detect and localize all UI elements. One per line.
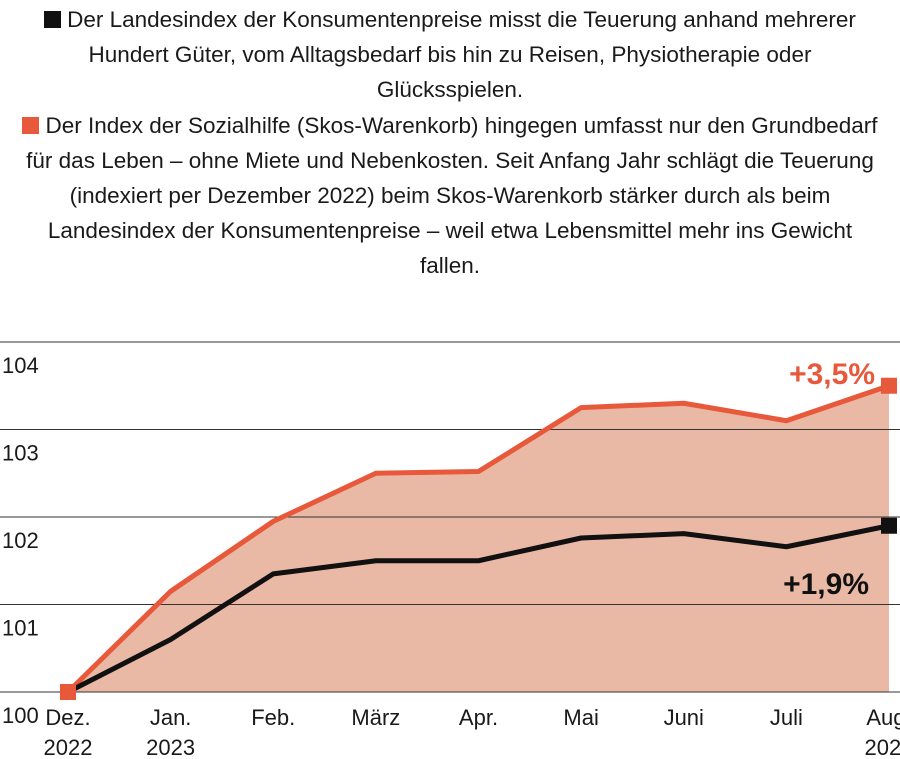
y-tick-label-101: 101	[2, 616, 39, 641]
x-tick-label-line: März	[351, 705, 400, 730]
series-line-skos	[66, 383, 890, 694]
x-tick-label-line: Mai	[563, 705, 598, 730]
x-tick-label-line: 2022	[44, 735, 93, 759]
y-tick-label-103: 103	[2, 441, 39, 466]
x-tick-label-7: Juli	[770, 705, 803, 730]
orange-legend-square	[22, 116, 40, 134]
x-tick-label-line: Juni	[664, 705, 704, 730]
end-label-lik: +1,9%	[783, 568, 869, 601]
x-tick-label-line: Feb.	[251, 705, 295, 730]
intro-orange-text: Der Index der Sozialhilfe (Skos-Warenkor…	[26, 112, 878, 279]
x-tick-label-2: Feb.	[251, 705, 295, 730]
end-label-skos: +3,5%	[789, 358, 875, 391]
x-tick-label-line: Jan.	[150, 705, 192, 730]
series-line-lik	[66, 523, 890, 695]
y-tick-label-104: 104	[2, 353, 39, 378]
x-tick-label-line: Dez.	[45, 705, 90, 730]
intro-black-paragraph: Der Landesindex der Konsumentenpreise mi…	[20, 2, 880, 108]
x-tick-label-0: Dez. 2022	[44, 705, 93, 759]
x-tick-label-line: Aug.	[866, 705, 900, 730]
x-tick-label-line: 2023	[146, 735, 195, 759]
intro-orange-paragraph: Der Index der Sozialhilfe (Skos-Warenkor…	[20, 108, 880, 284]
x-tick-label-line: Juli	[770, 705, 803, 730]
x-tick-label-5: Mai	[563, 705, 598, 730]
chart-intro-text: Der Landesindex der Konsumentenpreise mi…	[20, 2, 880, 284]
x-tick-label-8: Aug. 2023	[865, 705, 900, 759]
start-marker	[60, 684, 76, 700]
x-tick-label-3: März	[351, 705, 400, 730]
x-tick-label-6: Juni	[664, 705, 704, 730]
y-tick-label-102: 102	[2, 528, 39, 553]
end-marker-lik	[881, 517, 897, 534]
area-fill-skos	[68, 385, 889, 692]
x-tick-label-4: Apr.	[459, 705, 498, 730]
x-tick-label-line: 2023	[865, 735, 900, 759]
x-tick-label-1: Jan. 2023	[146, 705, 195, 759]
end-marker-skos	[881, 377, 897, 394]
x-tick-label-line: Apr.	[459, 705, 498, 730]
black-legend-square	[44, 11, 62, 28]
y-tick-label-100: 100	[2, 703, 39, 728]
intro-black-text: Der Landesindex der Konsumentenpreise mi…	[67, 7, 856, 103]
